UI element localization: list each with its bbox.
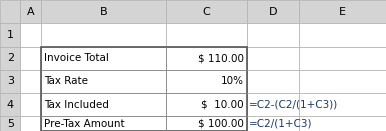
- Bar: [0, 93, 20, 116]
- Bar: [41, 23, 166, 47]
- Text: 4: 4: [7, 100, 14, 110]
- Bar: [0, 70, 20, 93]
- Bar: [0, 47, 20, 70]
- Bar: [299, 70, 386, 93]
- Text: Tax Rate: Tax Rate: [44, 77, 88, 86]
- Bar: [20, 0, 41, 23]
- Bar: [0, 0, 20, 23]
- Bar: [166, 93, 247, 116]
- Bar: [299, 47, 386, 70]
- Text: 5: 5: [7, 119, 14, 129]
- Text: Invoice Total: Invoice Total: [44, 53, 109, 63]
- Bar: [20, 93, 41, 116]
- Text: A: A: [27, 7, 35, 17]
- Text: 2: 2: [7, 53, 14, 63]
- Text: =C2-(C2/(1+C3)): =C2-(C2/(1+C3)): [249, 100, 338, 110]
- Text: =C2/(1+C3): =C2/(1+C3): [249, 119, 313, 129]
- Bar: [299, 116, 386, 131]
- Bar: [247, 0, 299, 23]
- Bar: [20, 23, 41, 47]
- Text: Pre-Tax Amount: Pre-Tax Amount: [44, 119, 125, 129]
- Text: Tax Included: Tax Included: [44, 100, 109, 110]
- Bar: [166, 116, 247, 131]
- Bar: [166, 47, 247, 70]
- Bar: [247, 23, 299, 47]
- Bar: [247, 70, 299, 93]
- Text: B: B: [100, 7, 107, 17]
- Bar: [299, 93, 386, 116]
- Text: C: C: [203, 7, 210, 17]
- Bar: [247, 93, 299, 116]
- Text: $  10.00: $ 10.00: [201, 100, 244, 110]
- Text: 1: 1: [7, 30, 14, 40]
- Bar: [166, 23, 247, 47]
- Bar: [166, 0, 247, 23]
- Text: $ 110.00: $ 110.00: [198, 53, 244, 63]
- Bar: [0, 116, 20, 131]
- Text: $ 100.00: $ 100.00: [198, 119, 244, 129]
- Bar: [299, 0, 386, 23]
- Bar: [41, 70, 166, 93]
- Bar: [41, 47, 166, 70]
- Text: 3: 3: [7, 77, 14, 86]
- Text: E: E: [339, 7, 346, 17]
- Bar: [247, 116, 299, 131]
- Bar: [20, 47, 41, 70]
- Bar: [166, 70, 247, 93]
- Bar: [20, 70, 41, 93]
- Bar: [41, 93, 166, 116]
- Bar: [41, 0, 166, 23]
- Text: D: D: [269, 7, 278, 17]
- Bar: [41, 116, 166, 131]
- Bar: [247, 47, 299, 70]
- Text: 10%: 10%: [221, 77, 244, 86]
- Bar: [299, 23, 386, 47]
- Bar: [41, 47, 247, 131]
- Bar: [0, 23, 20, 47]
- Bar: [20, 116, 41, 131]
